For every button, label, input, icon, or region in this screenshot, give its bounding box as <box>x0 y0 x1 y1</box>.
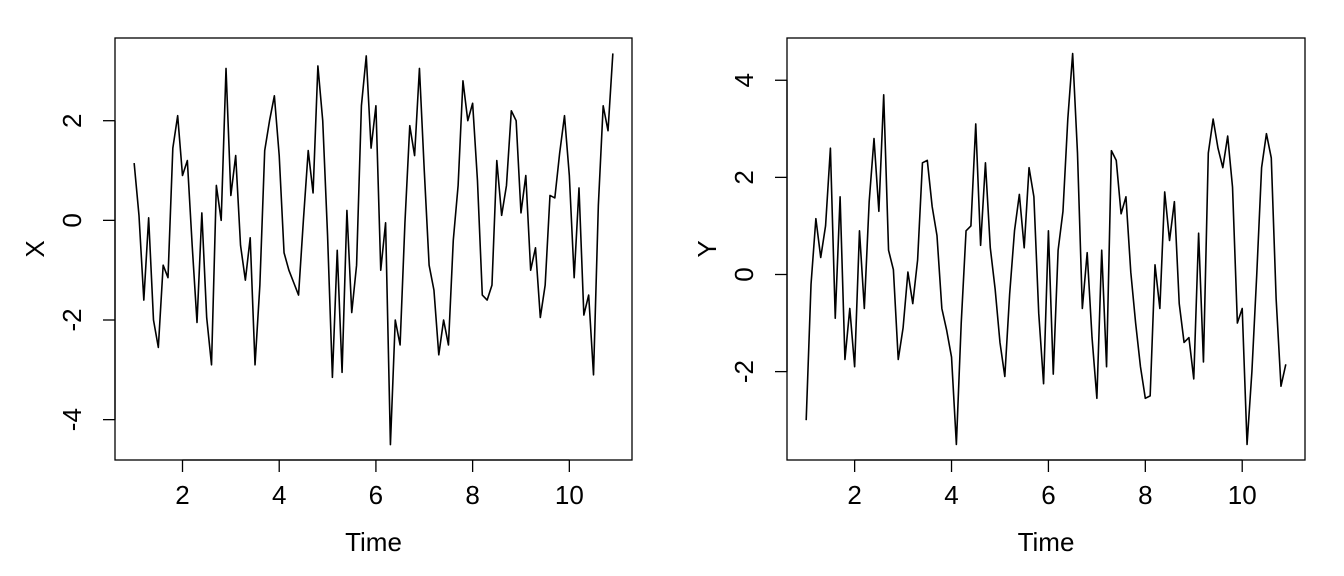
series-line <box>133 53 614 446</box>
y-tick-label: 2 <box>729 170 759 184</box>
y-tick-label: 2 <box>57 113 87 127</box>
x-tick-label: 8 <box>1138 480 1152 510</box>
y-tick-label: -4 <box>57 408 87 431</box>
panel: 2 4 6 8 10 -4 -2 0 2 Time X <box>20 37 633 557</box>
x-axis-label: Time <box>345 527 402 557</box>
x-tick-label: 2 <box>175 480 189 510</box>
y-tick-label: 0 <box>57 213 87 227</box>
x-tick-label: 10 <box>1228 480 1257 510</box>
panel: 2 4 6 8 10 -2 0 2 4 Time Y <box>692 37 1306 557</box>
x-tick-label: 4 <box>272 480 286 510</box>
x-tick-label: 6 <box>369 480 383 510</box>
series-line <box>805 52 1287 446</box>
y-tick-label: 0 <box>729 267 759 281</box>
x-tick-label: 10 <box>555 480 584 510</box>
x-axis-label: Time <box>1018 527 1075 557</box>
y-tick-label: -2 <box>57 308 87 331</box>
x-tick-label: 4 <box>944 480 958 510</box>
x-tick-label: 8 <box>465 480 479 510</box>
y-tick-label: -2 <box>729 360 759 383</box>
x-tick-label: 2 <box>847 480 861 510</box>
y-axis-label: X <box>20 240 50 257</box>
plot-frame <box>786 37 1306 461</box>
x-tick-label: 6 <box>1041 480 1055 510</box>
y-axis-label: Y <box>692 240 722 257</box>
y-tick-label: 4 <box>729 73 759 87</box>
